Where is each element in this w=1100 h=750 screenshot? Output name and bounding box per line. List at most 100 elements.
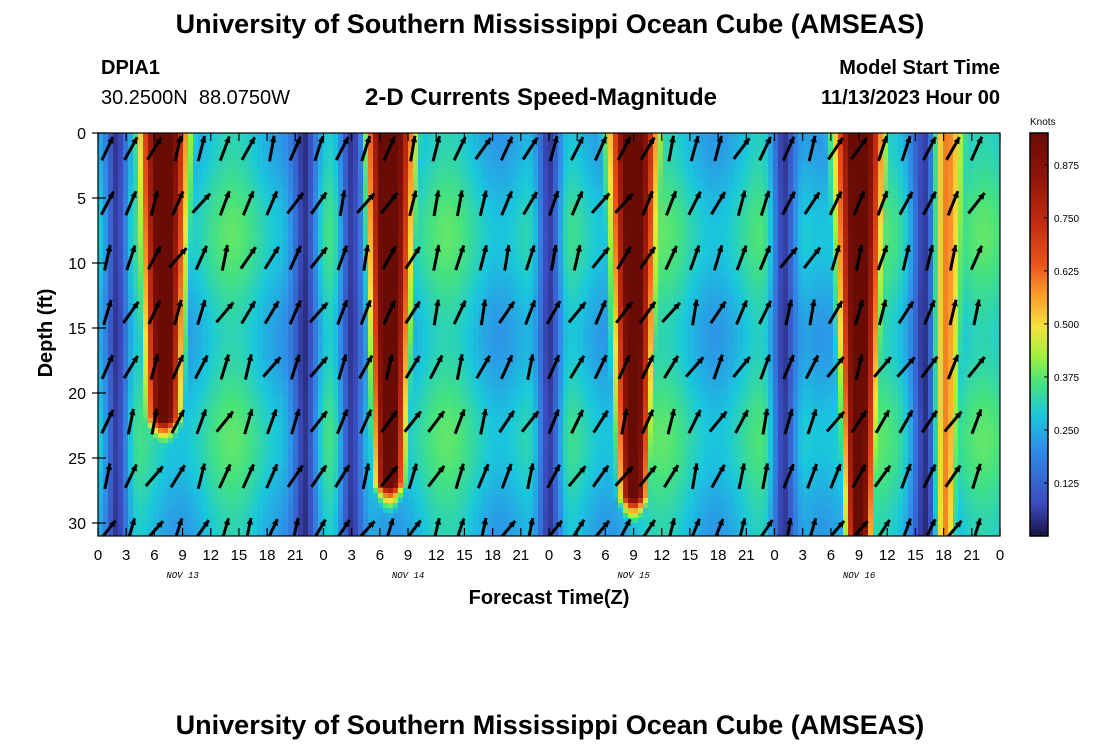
heatmap-cell — [268, 448, 274, 454]
heatmap-cell — [283, 263, 289, 269]
heatmap-cell — [113, 498, 119, 504]
heatmap-cell — [278, 288, 284, 294]
heatmap-cell — [273, 393, 279, 399]
heatmap-cell — [293, 268, 299, 274]
heatmap-cell — [363, 208, 369, 214]
heatmap-cell — [378, 258, 384, 264]
heatmap-cell — [373, 178, 379, 184]
heatmap-cell — [103, 363, 109, 369]
heatmap-cell — [178, 478, 184, 484]
heatmap-cell — [213, 178, 219, 184]
heatmap-cell — [263, 503, 269, 509]
heatmap-cell — [193, 363, 199, 369]
heatmap-cell — [253, 493, 259, 499]
heatmap-cell — [348, 523, 354, 529]
heatmap-cell — [108, 428, 114, 434]
heatmap-cell — [278, 488, 284, 494]
heatmap-cell — [183, 493, 189, 499]
heatmap-cell — [343, 423, 349, 429]
heatmap-cell — [273, 398, 279, 404]
heatmap-cell — [173, 498, 179, 504]
heatmap-cell — [383, 158, 389, 164]
heatmap-cell — [173, 463, 179, 469]
heatmap-cell — [328, 313, 334, 319]
heatmap-cell — [333, 458, 339, 464]
heatmap-cell — [278, 413, 284, 419]
heatmap-cell — [108, 338, 114, 344]
heatmap-cell — [123, 468, 129, 474]
heatmap-cell — [328, 418, 334, 424]
heatmap-cell — [198, 403, 204, 409]
heatmap-cell — [228, 283, 234, 289]
heatmap-cell — [353, 318, 359, 324]
heatmap-cell — [323, 288, 329, 294]
heatmap-cell — [398, 473, 404, 479]
heatmap-cell — [388, 368, 394, 374]
heatmap-cell — [373, 483, 379, 489]
heatmap-cell — [168, 303, 174, 309]
heatmap-cell — [98, 253, 104, 259]
heatmap-cell — [283, 228, 289, 234]
heatmap-cell — [303, 158, 309, 164]
heatmap-cell — [328, 208, 334, 214]
heatmap-cell — [283, 458, 289, 464]
heatmap-cell — [323, 313, 329, 319]
heatmap-cell — [138, 153, 144, 159]
heatmap-cell — [183, 353, 189, 359]
heatmap-cell — [163, 438, 169, 444]
heatmap-cell — [268, 468, 274, 474]
heatmap-cell — [323, 228, 329, 234]
heatmap-cell — [378, 143, 384, 149]
heatmap-cell — [103, 408, 109, 414]
heatmap-cell — [163, 513, 169, 519]
heatmap-cell — [258, 338, 264, 344]
heatmap-cell — [383, 188, 389, 194]
heatmap-cell — [263, 293, 269, 299]
heatmap-cell — [213, 318, 219, 324]
heatmap-cell — [238, 403, 244, 409]
heatmap-cell — [348, 273, 354, 279]
heatmap-cell — [143, 163, 149, 169]
heatmap-cell — [373, 393, 379, 399]
heatmap-cell — [123, 378, 129, 384]
heatmap-cell — [118, 333, 124, 339]
heatmap-cell — [138, 148, 144, 154]
heatmap-cell — [128, 188, 134, 194]
heatmap-cell — [338, 503, 344, 509]
heatmap-cell — [163, 348, 169, 354]
heatmap-cell — [183, 498, 189, 504]
heatmap-cell — [148, 233, 154, 239]
heatmap-cell — [143, 223, 149, 229]
heatmap-cell — [168, 133, 174, 139]
heatmap-cell — [173, 443, 179, 449]
heatmap-cell — [208, 298, 214, 304]
heatmap-cell — [328, 253, 334, 259]
heatmap-cell — [138, 388, 144, 394]
heatmap-cell — [98, 533, 104, 536]
heatmap-cell — [143, 253, 149, 259]
heatmap-cell — [378, 263, 384, 269]
heatmap-cell — [353, 523, 359, 529]
heatmap-cell — [178, 443, 184, 449]
heatmap-cell — [333, 338, 339, 344]
heatmap-cell — [268, 508, 274, 514]
heatmap-cell — [353, 213, 359, 219]
heatmap-cell — [283, 333, 289, 339]
heatmap-cell — [293, 508, 299, 514]
heatmap-cell — [188, 168, 194, 174]
heatmap-cell — [298, 293, 304, 299]
heatmap-cell — [108, 368, 114, 374]
heatmap-cell — [323, 523, 329, 529]
heatmap-cell — [348, 313, 354, 319]
heatmap-cell — [223, 178, 229, 184]
heatmap-cell — [203, 178, 209, 184]
heatmap-cell — [213, 148, 219, 154]
heatmap-cell — [353, 468, 359, 474]
heatmap-cell — [263, 358, 269, 364]
heatmap-cell — [303, 493, 309, 499]
heatmap-cell — [163, 358, 169, 364]
heatmap-cell — [348, 218, 354, 224]
heatmap-cell — [278, 198, 284, 204]
heatmap-cell — [383, 223, 389, 229]
heatmap-cell — [378, 338, 384, 344]
